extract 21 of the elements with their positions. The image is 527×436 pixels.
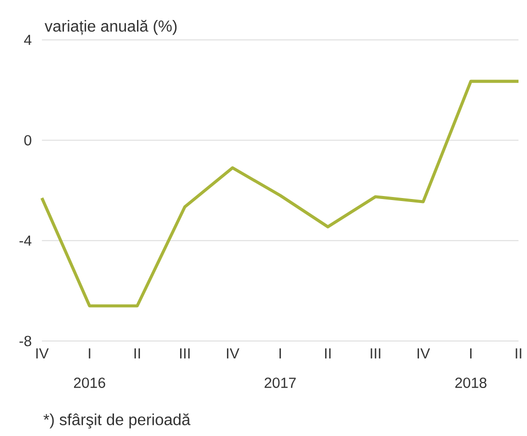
text: *) sfârşit de perioadă: [44, 413, 190, 429]
y-tick-label: 0: [24, 135, 32, 146]
y-axis-title: variație anuală (%): [44, 20, 177, 36]
x-tick-label: I: [88, 348, 90, 359]
x-tick-label: II: [325, 348, 331, 359]
y-tick-label: 4: [24, 34, 32, 46]
x-tick-label: III: [370, 348, 380, 359]
text: 2016: [74, 378, 106, 388]
x-tick-label: I: [280, 348, 281, 359]
x-tick-label: IV: [36, 348, 49, 359]
y-tick-label: -4: [20, 236, 32, 246]
x-tick-label: III: [180, 348, 190, 359]
y-tick-label: -8: [20, 336, 32, 346]
x-tick-label: II: [134, 348, 140, 359]
x-tick-label: IV: [418, 348, 430, 359]
text: 2017: [264, 378, 296, 388]
x-tick-label: IV: [226, 348, 240, 359]
text: 2018: [455, 378, 486, 388]
x-tick-label: II: [516, 348, 522, 359]
x-tick-label: I: [470, 348, 472, 359]
line-series: [40, 80, 520, 308]
